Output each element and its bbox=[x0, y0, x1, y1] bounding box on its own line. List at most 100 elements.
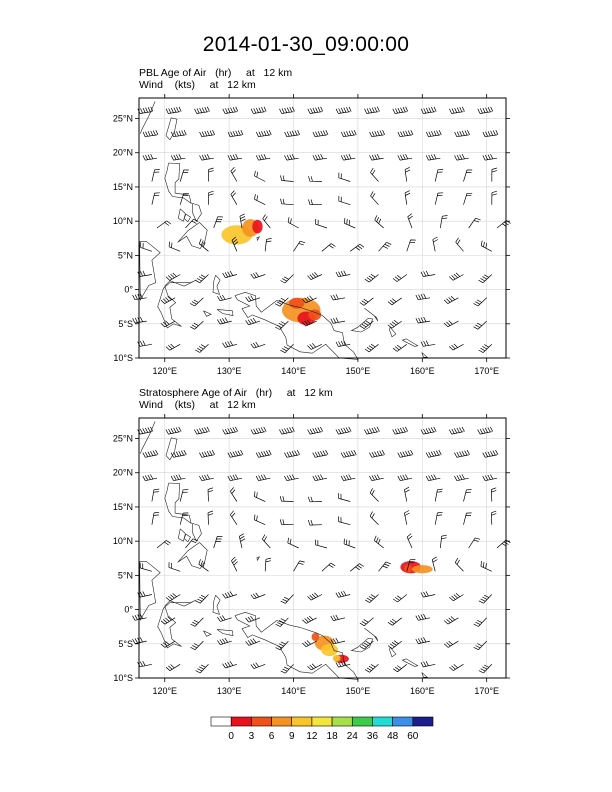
wind-barb-135 bbox=[280, 344, 294, 354]
axis-ticks: 120°E 130°E 140°E 150°E 160°E 170°E 25°N 20°N 15… bbox=[113, 414, 510, 696]
panel-1-wind-units: (kts) bbox=[174, 79, 196, 91]
wind-barb-81 bbox=[231, 236, 239, 252]
wind-barb-72 bbox=[343, 538, 356, 549]
coastline-2 bbox=[164, 162, 192, 205]
coastline-15 bbox=[389, 647, 397, 658]
wind-barb-53 bbox=[179, 512, 189, 525]
wind-barb-105 bbox=[160, 295, 176, 304]
wind-barb-63 bbox=[463, 512, 472, 525]
wind-barb-138 bbox=[364, 343, 379, 353]
wind-barb-24 bbox=[454, 449, 470, 458]
wind-barb-125 bbox=[359, 320, 374, 329]
wind-barb-50 bbox=[463, 489, 472, 502]
wind-barb-115 bbox=[443, 616, 459, 625]
coastline-0 bbox=[165, 437, 178, 461]
colorbar-label-1: 3 bbox=[249, 731, 255, 742]
wind-barb-5 bbox=[278, 426, 295, 435]
wind-barb-14 bbox=[170, 449, 187, 458]
wind-barb-120 bbox=[217, 317, 232, 325]
wind-barb-73 bbox=[374, 215, 384, 229]
age-of-air-shading bbox=[311, 561, 433, 663]
wind-barb-109 bbox=[275, 617, 289, 627]
wind-barb-130 bbox=[137, 661, 152, 668]
coastlines bbox=[139, 421, 429, 680]
wind-barb-47 bbox=[369, 488, 379, 502]
y-tick-label-3: 10°N bbox=[113, 216, 133, 226]
wind-barb-31 bbox=[284, 474, 299, 482]
wind-barb-18 bbox=[284, 449, 301, 458]
wind-barb-2 bbox=[193, 426, 210, 435]
wind-barb-140 bbox=[420, 661, 436, 668]
wind-barb-0 bbox=[137, 426, 154, 435]
wind-barb-33 bbox=[340, 474, 356, 482]
wind-barb-19 bbox=[312, 449, 329, 458]
wind-barb-51 bbox=[490, 487, 497, 502]
wind-barb-140 bbox=[420, 340, 436, 347]
plume-1-patch-1 bbox=[321, 643, 338, 657]
wind-barb-64 bbox=[490, 510, 497, 525]
colorbar-label-5: 18 bbox=[327, 731, 339, 742]
wind-barb-39 bbox=[151, 169, 160, 182]
wind-barb-61 bbox=[404, 190, 411, 205]
colorbar-box-8 bbox=[372, 716, 393, 727]
wind-barb-28 bbox=[199, 154, 214, 161]
wind-barb-106 bbox=[190, 617, 204, 627]
colorbar-box-2 bbox=[251, 716, 272, 727]
wind-barb-71 bbox=[315, 218, 328, 229]
wind-barb-126 bbox=[387, 320, 402, 329]
wind-barb-16 bbox=[227, 449, 244, 458]
wind-barb-88 bbox=[431, 556, 438, 572]
y-tick-label-2: 15°N bbox=[113, 182, 133, 192]
coastline-9 bbox=[212, 594, 221, 615]
wind-barb-98 bbox=[335, 270, 351, 278]
coastline-6 bbox=[177, 542, 208, 569]
wind-barb-118 bbox=[160, 640, 176, 648]
x-tick-label-5: 170°E bbox=[474, 686, 499, 696]
wind-barb-67 bbox=[213, 216, 223, 229]
plume-1-patch-3 bbox=[308, 309, 322, 321]
wind-barb-72 bbox=[343, 218, 356, 229]
wind-barb-37 bbox=[454, 474, 469, 482]
wind-barb-28 bbox=[199, 474, 214, 482]
wind-barb-3 bbox=[222, 106, 239, 114]
wind-barb-92 bbox=[165, 272, 181, 281]
panel-2-field: Stratosphere Age of Air bbox=[139, 387, 247, 399]
wind-barb-62 bbox=[434, 511, 443, 525]
wind-barb-132 bbox=[195, 344, 209, 353]
wind-barb-123 bbox=[302, 640, 317, 648]
panel-2-units: (hr) bbox=[255, 387, 273, 399]
wind-barb-50 bbox=[463, 169, 473, 182]
wind-barb-76 bbox=[468, 537, 481, 549]
wind-barb-83 bbox=[293, 560, 305, 572]
wind-barb-65 bbox=[156, 220, 172, 229]
colorbar-box-0 bbox=[210, 716, 232, 727]
wind-barb-8 bbox=[364, 106, 380, 114]
wind-barb-126 bbox=[387, 640, 402, 649]
coastline-13 bbox=[350, 317, 374, 333]
wind-barb-121 bbox=[245, 638, 261, 646]
wind-barb-111 bbox=[330, 294, 346, 301]
wind-barb-76 bbox=[468, 217, 481, 229]
wind-barb-70 bbox=[287, 537, 299, 549]
wind-barb-101 bbox=[420, 591, 436, 598]
wind-barb-136 bbox=[307, 663, 323, 671]
wind-barb-122 bbox=[275, 640, 289, 651]
plot-frame bbox=[138, 97, 507, 359]
wind-barb-108 bbox=[245, 615, 261, 623]
wind-barb-112 bbox=[359, 297, 374, 306]
wind-barb-57 bbox=[280, 198, 294, 206]
wind-barb-136 bbox=[307, 343, 323, 350]
wind-barb-9 bbox=[392, 106, 409, 114]
wind-barb-59 bbox=[338, 195, 351, 206]
wind-barb-37 bbox=[454, 154, 469, 161]
wind-barb-6 bbox=[307, 106, 324, 114]
wind-barb-20 bbox=[340, 129, 357, 138]
y-tick-label-5: 0° bbox=[124, 285, 133, 295]
wind-barb-41 bbox=[208, 167, 214, 182]
wind-barb-118 bbox=[160, 320, 176, 328]
wind-barb-141 bbox=[449, 664, 464, 671]
x-tick-label-0: 120°E bbox=[152, 686, 177, 696]
wind-barb-114 bbox=[415, 613, 431, 621]
coastline-3 bbox=[192, 523, 202, 542]
wind-barb-62 bbox=[434, 192, 444, 205]
